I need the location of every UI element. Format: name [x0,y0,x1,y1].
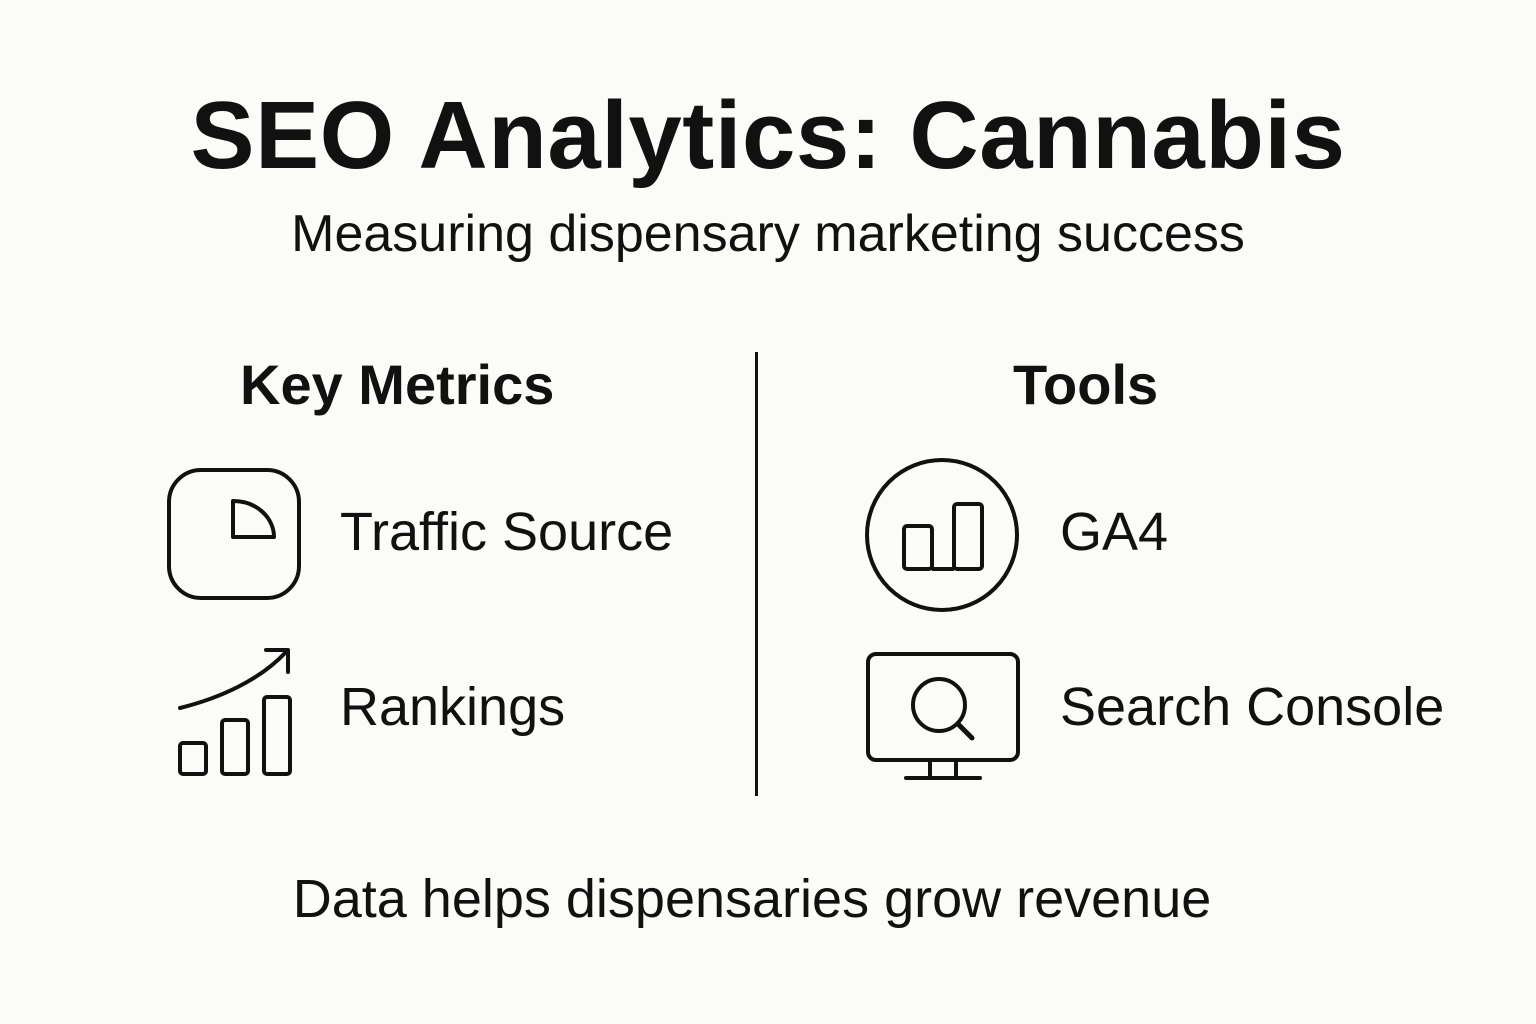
pie-chart-icon [167,468,301,600]
tools-heading: Tools [1013,353,1159,416]
search-console-label: Search Console [1060,677,1445,737]
rankings-label: Rankings [340,677,566,737]
page-subtitle: Measuring dispensary marketing success [291,205,1245,263]
column-divider [755,352,758,796]
monitor-search-icon [866,652,1020,780]
traffic-source-label: Traffic Source [340,502,674,562]
ga4-label: GA4 [1060,502,1169,562]
bar-chart-icon [865,458,1019,612]
page-title: SEO Analytics: Cannabis [190,82,1346,189]
growth-chart-icon [178,648,292,776]
footer-caption: Data helps dispensaries grow revenue [292,869,1212,929]
key-metrics-heading: Key Metrics [240,353,555,416]
